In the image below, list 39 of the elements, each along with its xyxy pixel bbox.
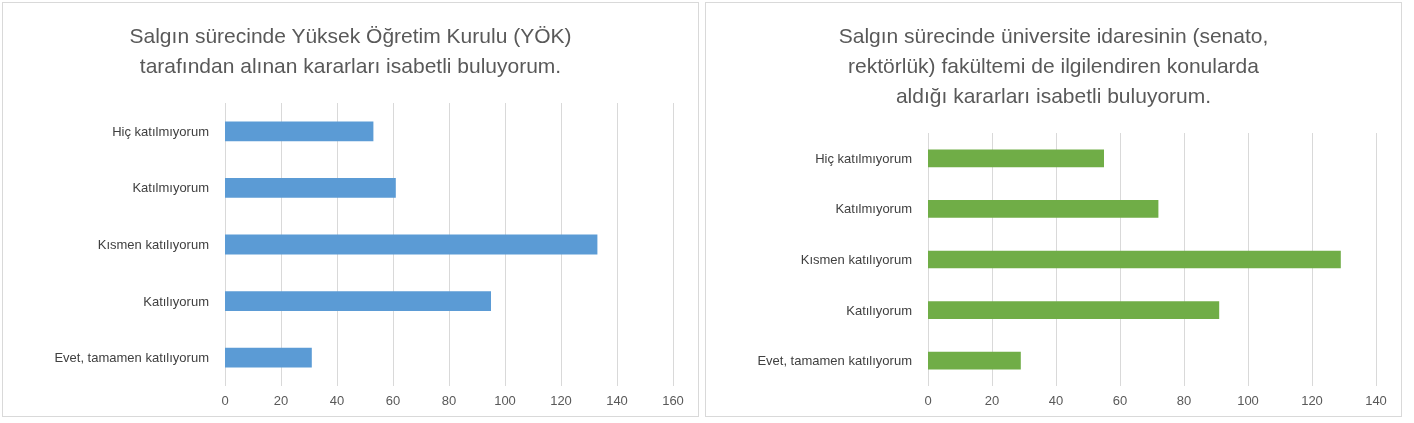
bar: [225, 121, 374, 142]
x-tick-label: 160: [662, 393, 684, 408]
x-tick-label: 0: [221, 393, 229, 408]
y-tick-label: Kısmen katılıyorum: [800, 252, 912, 267]
chart-title: Salgın sürecinde Yüksek Öğretim Kurulu (YÖK) tarafından alınan kararları isabetli buluyorum.: [129, 23, 572, 77]
y-tick-label: Hiç katılmıyorum: [815, 150, 912, 166]
x-tick-label: 40: [329, 393, 345, 408]
x-tick-label: 120: [1301, 393, 1323, 408]
y-tick-label: Katılmıyorum: [132, 180, 209, 196]
x-tick-label: 100: [494, 393, 516, 408]
bar: [225, 291, 491, 312]
y-tick-label: Hiç katılmıyorum: [112, 123, 209, 139]
x-tick-label: 120: [550, 393, 572, 408]
bar: [928, 250, 1341, 269]
y-tick-label: Katılıyorum: [846, 302, 912, 318]
y-tick-label: Evet, tamamen katılıyorum: [757, 353, 912, 369]
chart-title: Salgın sürecinde üniversite idaresinin (senato, rektörlük) fakültemi de ilgilendiren konularda aldığı kararları isabetli buluyorum.: [838, 23, 1269, 107]
x-tick-label: 140: [1365, 393, 1387, 408]
bar: [928, 351, 1021, 370]
x-tick-label: 20: [273, 393, 289, 408]
bar: [225, 234, 598, 255]
x-tick-label: 140: [606, 393, 628, 408]
x-tick-label: 100: [1237, 393, 1259, 408]
bar: [928, 301, 1220, 319]
x-tick-label: 0: [924, 393, 932, 408]
bar: [225, 178, 396, 198]
x-tick-label: 80: [1176, 393, 1192, 408]
y-tick-label: Kısmen katılıyorum: [97, 237, 209, 252]
x-tick-label: 80: [441, 393, 457, 408]
x-tick-label: 40: [1048, 393, 1064, 408]
x-tick-label: 20: [984, 393, 1000, 408]
bar: [928, 200, 1159, 218]
y-tick-label: Katılmıyorum: [835, 201, 912, 217]
x-tick-label: 60: [1112, 393, 1128, 408]
bar: [928, 149, 1104, 168]
y-tick-label: Katılıyorum: [143, 293, 209, 309]
bar: [225, 347, 312, 368]
x-tick-label: 60: [385, 393, 401, 408]
y-tick-label: Evet, tamamen katılıyorum: [54, 350, 209, 366]
